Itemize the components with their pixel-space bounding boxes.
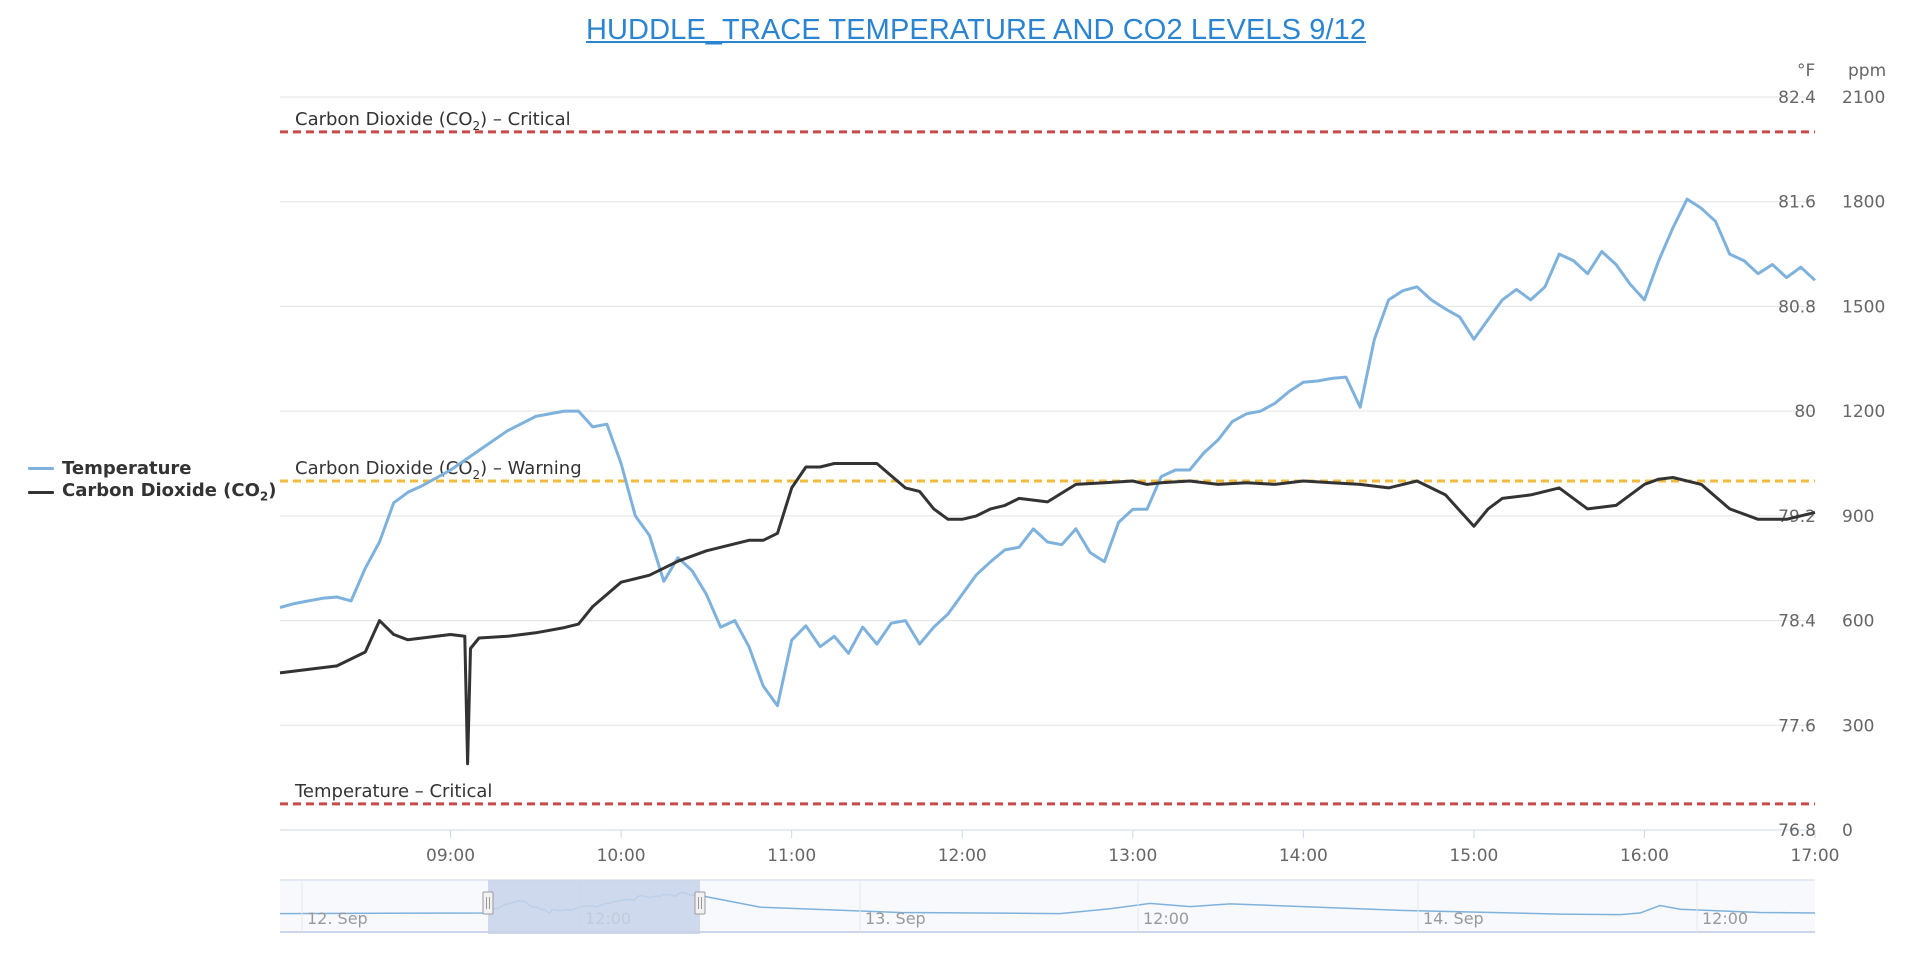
- temperature-swatch: [28, 466, 54, 470]
- navigator-label: 14. Sep: [1423, 909, 1484, 928]
- legend-item-co2[interactable]: Carbon Dioxide (CO2): [28, 480, 277, 504]
- navigator-label: 12:00: [1702, 909, 1748, 928]
- temperature-series-line: [279, 197, 1817, 708]
- handle-grip: [694, 891, 706, 915]
- threshold-label: Temperature – Critical: [294, 781, 492, 802]
- chart-title[interactable]: HUDDLE_TRACE TEMPERATURE AND CO2 LEVELS …: [585, 14, 1367, 46]
- x-tick-label: 17:00: [1791, 846, 1840, 866]
- y-tick-label-ppm: 1800: [1842, 193, 1885, 213]
- x-tick-label: 10:00: [597, 846, 646, 866]
- y-axis-unit-f: °F: [1797, 61, 1815, 81]
- y-tick-label-f: 78.4: [1778, 612, 1816, 632]
- y-tick-label-ppm: 900: [1842, 507, 1874, 527]
- y-tick-label-ppm: 300: [1842, 716, 1874, 736]
- y-tick-label-f: 77.6: [1778, 716, 1816, 736]
- co2-swatch: [28, 490, 54, 494]
- y-tick-label-ppm: 1500: [1842, 297, 1885, 317]
- x-tick-label: 14:00: [1279, 846, 1328, 866]
- x-tick-label: 13:00: [1108, 846, 1157, 866]
- y-tick-label-f: 76.8: [1778, 821, 1816, 841]
- navigator-right-handle[interactable]: [694, 891, 706, 915]
- navigator-label: 12:00: [1143, 909, 1189, 928]
- navigator-left-handle[interactable]: [482, 891, 494, 915]
- handle-grip: [482, 891, 494, 915]
- y-axis-unit-ppm: ppm: [1848, 61, 1886, 81]
- navigator-label: 12. Sep: [307, 909, 368, 928]
- navigator-selection[interactable]: [488, 880, 700, 934]
- legend-item-temperature[interactable]: Temperature: [28, 456, 277, 480]
- y-tick-label-f: 80: [1794, 402, 1816, 422]
- y-tick-label-ppm: 0: [1842, 821, 1853, 841]
- legend-label-co2: Carbon Dioxide (CO2): [62, 480, 277, 504]
- x-tick-label: 09:00: [426, 846, 475, 866]
- y-tick-label-f: 80.8: [1778, 297, 1816, 317]
- threshold-label: Carbon Dioxide (CO2) – Warning: [295, 458, 582, 482]
- y-tick-label-ppm: 600: [1842, 612, 1874, 632]
- y-tick-label-ppm: 1200: [1842, 402, 1885, 422]
- legend: Temperature Carbon Dioxide (CO2): [28, 456, 277, 504]
- legend-label-temperature: Temperature: [62, 457, 192, 479]
- y-tick-label-f: 82.4: [1778, 88, 1816, 108]
- y-tick-label-ppm: 2100: [1842, 88, 1885, 108]
- co2-series-line: [279, 462, 1816, 766]
- x-tick-label: 15:00: [1449, 846, 1498, 866]
- y-tick-label-f: 81.6: [1778, 193, 1816, 213]
- x-tick-label: 16:00: [1620, 846, 1669, 866]
- threshold-label: Carbon Dioxide (CO2) – Critical: [295, 109, 571, 133]
- x-tick-label: 12:00: [938, 846, 987, 866]
- x-tick-label: 11:00: [767, 846, 816, 866]
- navigator-label: 13. Sep: [865, 909, 926, 928]
